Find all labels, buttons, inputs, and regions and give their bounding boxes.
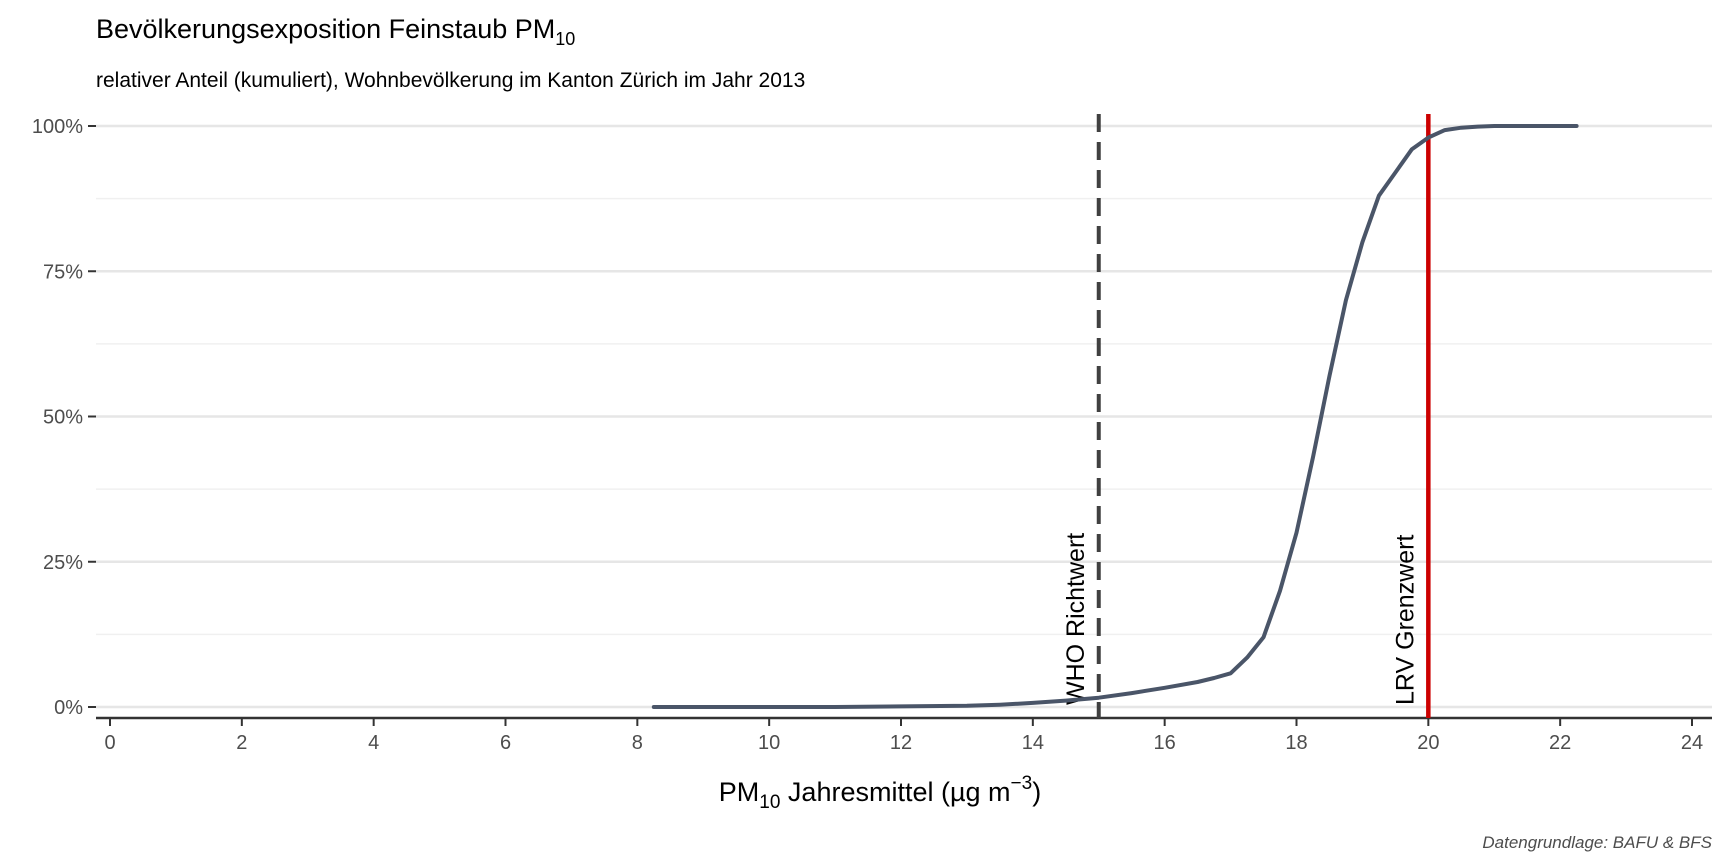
series-line	[651, 124, 1579, 709]
y-axis: 0% 25% 50% 75% 100%	[32, 116, 96, 719]
reference-lines: WHO Richtwert LRV Grenzwert	[1062, 114, 1431, 718]
x-tick-label: 10	[758, 732, 780, 754]
x-tick-label: 4	[368, 732, 379, 754]
reference-line-label: LRV Grenzwert	[1391, 535, 1419, 705]
x-axis: 0 2 4 6 8 10 12 14 16 18 20 22 24	[96, 716, 1712, 754]
x-tick-label: 0	[104, 732, 115, 754]
x-tick-label: 22	[1549, 732, 1571, 754]
y-tick-label: 100%	[32, 116, 83, 138]
caption: Datengrundlage: BAFU & BFS	[1482, 833, 1712, 852]
x-tick-label: 20	[1417, 732, 1439, 754]
grid-major	[96, 124, 1712, 709]
x-tick-label: 16	[1154, 732, 1176, 754]
chart-title: Bevölkerungsexposition Feinstaub PM10	[96, 14, 575, 49]
x-tick-label: 24	[1681, 732, 1703, 754]
x-tick-label: 8	[632, 732, 643, 754]
grid-minor	[96, 197, 1712, 636]
reference-line-label: WHO Richtwert	[1062, 533, 1090, 705]
x-tick-label: 18	[1285, 732, 1307, 754]
y-tick-label: 25%	[43, 552, 83, 574]
chart-subtitle: relativer Anteil (kumuliert), Wohnbevölk…	[96, 69, 805, 92]
x-tick-label: 6	[500, 732, 511, 754]
x-tick-label: 12	[890, 732, 912, 754]
y-tick-label: 75%	[43, 261, 83, 283]
series	[651, 124, 1579, 709]
x-axis-title: PM10 Jahresmittel (µg m−3)	[719, 773, 1041, 813]
y-tick-label: 0%	[54, 697, 83, 719]
x-tick-label: 14	[1022, 732, 1044, 754]
y-tick-label: 50%	[43, 407, 83, 429]
x-tick-label: 2	[236, 732, 247, 754]
